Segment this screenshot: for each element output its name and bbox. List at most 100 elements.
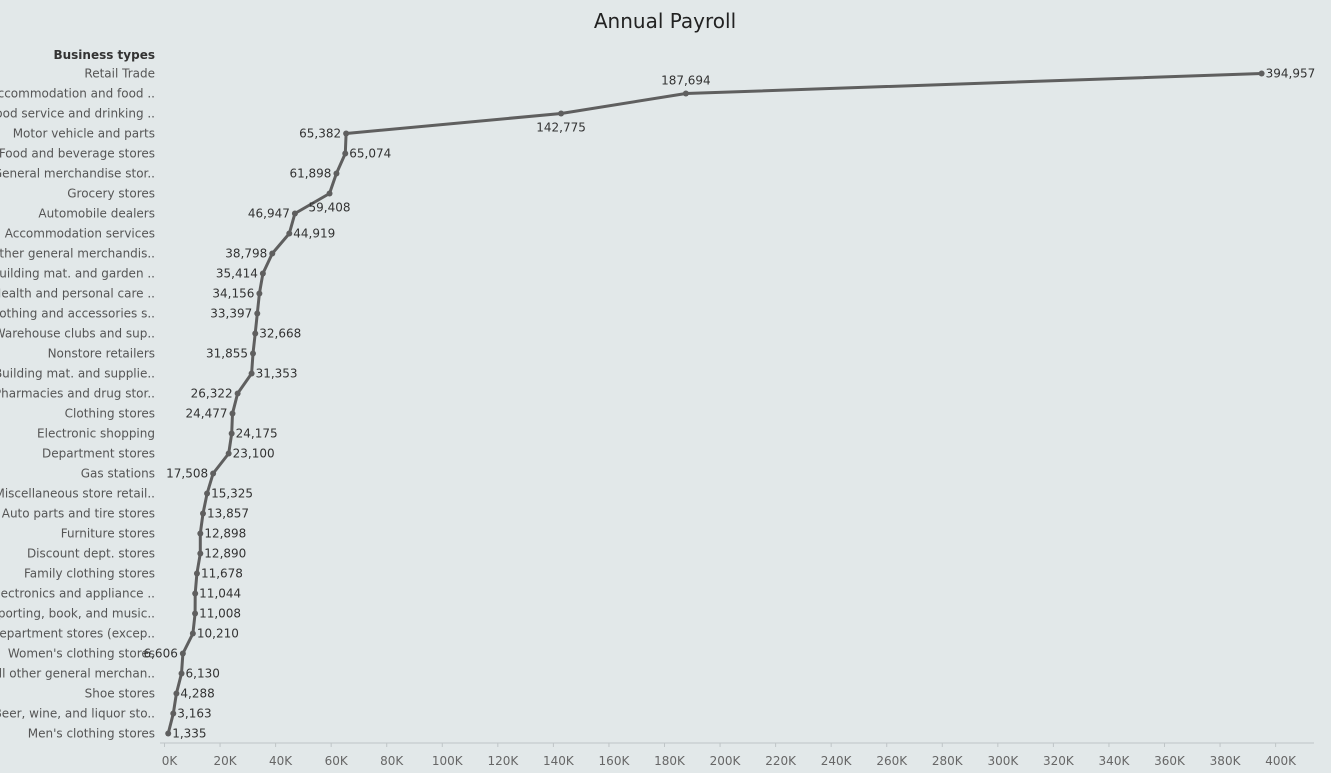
data-point <box>178 670 185 677</box>
category-label: Beer, wine, and liquor sto.. <box>0 707 155 721</box>
data-point <box>204 490 211 497</box>
x-tick-label: 300K <box>987 754 1019 768</box>
x-tick-label: 140K <box>543 754 575 768</box>
category-label: Pharmacies and drug stor.. <box>0 387 155 401</box>
category-label: Motor vehicle and parts <box>13 127 155 141</box>
data-point <box>234 390 241 397</box>
category-label: Electronic shopping <box>37 427 155 441</box>
category-label: Department stores (excep.. <box>0 627 155 641</box>
data-point <box>682 90 689 97</box>
chart-title: Annual Payroll <box>594 9 736 33</box>
category-label: Accommodation and food .. <box>0 87 155 101</box>
data-point <box>342 150 349 157</box>
category-label: Retail Trade <box>84 67 155 81</box>
data-point <box>252 330 259 337</box>
category-label: Accommodation services <box>5 227 155 241</box>
data-point <box>558 110 565 117</box>
data-points <box>165 70 1265 737</box>
category-label: Warehouse clubs and sup.. <box>0 327 155 341</box>
data-point <box>197 530 204 537</box>
data-point <box>269 250 276 257</box>
category-label: Miscellaneous store retail.. <box>0 487 155 501</box>
data-point <box>193 570 200 577</box>
data-label: 24,175 <box>236 427 278 441</box>
category-label: Women's clothing stores <box>8 647 155 661</box>
x-tick-label: 260K <box>876 754 908 768</box>
data-label: 142,775 <box>536 121 586 135</box>
category-label: Discount dept. stores <box>27 547 155 561</box>
category-label: Electronics and appliance .. <box>0 587 155 601</box>
data-point <box>173 690 180 697</box>
data-label: 34,156 <box>212 287 254 301</box>
x-tick-label: 60K <box>325 754 349 768</box>
category-label: Family clothing stores <box>24 567 155 581</box>
category-label: Furniture stores <box>61 527 155 541</box>
data-point <box>256 290 263 297</box>
category-label: Food service and drinking .. <box>0 107 155 121</box>
data-label: 65,074 <box>349 147 391 161</box>
data-label: 23,100 <box>233 447 275 461</box>
x-tick-label: 200K <box>710 754 742 768</box>
category-label: Clothing stores <box>65 407 155 421</box>
data-point <box>192 610 199 617</box>
data-label: 4,288 <box>180 687 214 701</box>
x-tick-label: 280K <box>932 754 964 768</box>
data-label: 17,508 <box>166 467 208 481</box>
category-label: Building mat. and supplie.. <box>0 367 155 381</box>
x-tick-label: 80K <box>380 754 404 768</box>
category-label: Automobile dealers <box>38 207 155 221</box>
x-tick-label: 360K <box>1154 754 1186 768</box>
data-point <box>192 590 199 597</box>
x-tick-label: 40K <box>269 754 293 768</box>
category-label: Clothing and accessories s.. <box>0 307 155 321</box>
data-label: 6,130 <box>186 667 220 681</box>
data-label: 59,408 <box>309 201 351 215</box>
row-header: Business types <box>53 48 155 62</box>
x-tick-label: 240K <box>821 754 853 768</box>
data-label: 13,857 <box>207 507 249 521</box>
data-label: 187,694 <box>661 74 711 88</box>
data-point <box>1258 70 1265 77</box>
data-label: 11,044 <box>199 587 241 601</box>
data-point <box>259 270 266 277</box>
category-label: Health and personal care .. <box>0 287 155 301</box>
category-label: Nonstore retailers <box>48 347 155 361</box>
data-point <box>248 370 255 377</box>
x-tick-label: 320K <box>1043 754 1075 768</box>
x-axis-ticks: 0K 20K 40K 60K 80K 100K 120K 140K 160K 180K 200K 22… <box>162 743 1297 768</box>
data-label: 15,325 <box>211 487 253 501</box>
data-point <box>225 450 232 457</box>
series-line <box>166 72 1264 735</box>
x-tick-label: 100K <box>432 754 464 768</box>
data-label: 61,898 <box>289 167 331 181</box>
data-label: 44,919 <box>293 227 335 241</box>
category-label: All other general merchan.. <box>0 667 155 681</box>
data-label: 38,798 <box>225 247 267 261</box>
data-label: 26,322 <box>191 387 233 401</box>
data-labels: 394,957 187,694 142,775 65,382 65,074 61,898 5… <box>143 67 1315 741</box>
x-tick-label: 180K <box>654 754 686 768</box>
data-point <box>291 210 298 217</box>
data-point <box>199 510 206 517</box>
data-point <box>170 710 177 717</box>
data-label: 33,397 <box>210 307 252 321</box>
data-label: 32,668 <box>259 327 301 341</box>
x-tick-label: 20K <box>213 754 237 768</box>
data-point <box>165 730 172 737</box>
x-tick-label: 0K <box>162 754 179 768</box>
x-tick-label: 120K <box>487 754 519 768</box>
category-label: Food and beverage stores <box>0 147 155 161</box>
data-label: 3,163 <box>177 707 211 721</box>
category-label: General merchandise stor.. <box>0 167 155 181</box>
data-point <box>343 130 350 137</box>
data-point <box>179 650 186 657</box>
category-label: Building mat. and garden .. <box>0 267 155 281</box>
x-tick-label: 340K <box>1099 754 1131 768</box>
x-tick-label: 160K <box>599 754 631 768</box>
data-point <box>189 630 196 637</box>
data-point <box>228 430 235 437</box>
data-point <box>197 550 204 557</box>
data-label: 12,890 <box>204 547 246 561</box>
data-label: 65,382 <box>299 127 341 141</box>
